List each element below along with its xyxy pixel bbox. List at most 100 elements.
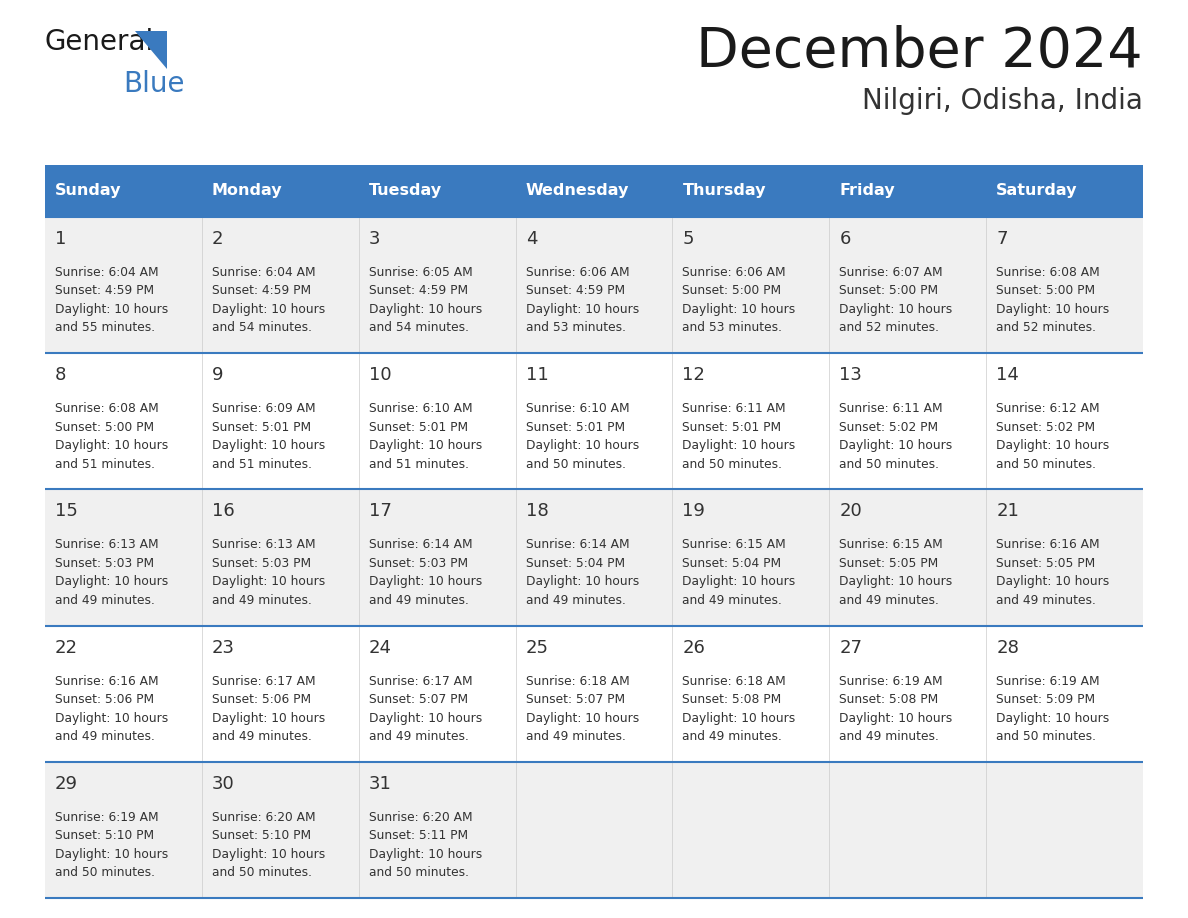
Text: Sunset: 5:00 PM: Sunset: 5:00 PM bbox=[997, 285, 1095, 297]
Text: 27: 27 bbox=[839, 639, 862, 656]
Text: Sunset: 4:59 PM: Sunset: 4:59 PM bbox=[211, 285, 311, 297]
Text: Sunset: 5:03 PM: Sunset: 5:03 PM bbox=[211, 557, 311, 570]
Bar bbox=[45, 217, 1143, 353]
Text: Daylight: 10 hours: Daylight: 10 hours bbox=[211, 576, 326, 588]
Text: Daylight: 10 hours: Daylight: 10 hours bbox=[525, 711, 639, 724]
Text: and 49 minutes.: and 49 minutes. bbox=[55, 730, 154, 743]
Text: Daylight: 10 hours: Daylight: 10 hours bbox=[839, 439, 953, 453]
Text: and 50 minutes.: and 50 minutes. bbox=[211, 867, 312, 879]
Text: Daylight: 10 hours: Daylight: 10 hours bbox=[682, 303, 796, 316]
Text: Sunset: 5:05 PM: Sunset: 5:05 PM bbox=[997, 557, 1095, 570]
Text: 11: 11 bbox=[525, 366, 549, 385]
Text: Sunset: 5:06 PM: Sunset: 5:06 PM bbox=[211, 693, 311, 706]
Bar bbox=[45, 353, 1143, 489]
Text: Daylight: 10 hours: Daylight: 10 hours bbox=[997, 303, 1110, 316]
Text: and 49 minutes.: and 49 minutes. bbox=[55, 594, 154, 607]
Text: 19: 19 bbox=[682, 502, 706, 521]
Text: Daylight: 10 hours: Daylight: 10 hours bbox=[525, 439, 639, 453]
Text: Sunrise: 6:19 AM: Sunrise: 6:19 AM bbox=[839, 675, 943, 688]
Text: 23: 23 bbox=[211, 639, 235, 656]
Text: Daylight: 10 hours: Daylight: 10 hours bbox=[997, 439, 1110, 453]
Text: 13: 13 bbox=[839, 366, 862, 385]
Text: Wednesday: Wednesday bbox=[525, 184, 628, 198]
Text: and 51 minutes.: and 51 minutes. bbox=[368, 458, 469, 471]
Bar bbox=[45, 762, 1143, 898]
Text: Sunset: 4:59 PM: Sunset: 4:59 PM bbox=[55, 285, 154, 297]
Text: 9: 9 bbox=[211, 366, 223, 385]
Text: 16: 16 bbox=[211, 502, 234, 521]
Text: Sunset: 5:03 PM: Sunset: 5:03 PM bbox=[55, 557, 154, 570]
Text: Sunset: 5:09 PM: Sunset: 5:09 PM bbox=[997, 693, 1095, 706]
Text: Sunrise: 6:19 AM: Sunrise: 6:19 AM bbox=[55, 811, 159, 823]
Text: 12: 12 bbox=[682, 366, 706, 385]
Text: and 53 minutes.: and 53 minutes. bbox=[525, 321, 626, 334]
Text: and 49 minutes.: and 49 minutes. bbox=[525, 594, 625, 607]
Text: Sunset: 5:01 PM: Sunset: 5:01 PM bbox=[682, 420, 782, 433]
Text: Daylight: 10 hours: Daylight: 10 hours bbox=[525, 303, 639, 316]
Text: 7: 7 bbox=[997, 230, 1007, 248]
Text: Daylight: 10 hours: Daylight: 10 hours bbox=[839, 303, 953, 316]
Text: and 49 minutes.: and 49 minutes. bbox=[839, 730, 940, 743]
Text: and 49 minutes.: and 49 minutes. bbox=[839, 594, 940, 607]
Text: Sunrise: 6:10 AM: Sunrise: 6:10 AM bbox=[368, 402, 473, 415]
Text: and 50 minutes.: and 50 minutes. bbox=[525, 458, 626, 471]
Text: Daylight: 10 hours: Daylight: 10 hours bbox=[997, 576, 1110, 588]
Text: Blue: Blue bbox=[124, 70, 184, 98]
Text: 28: 28 bbox=[997, 639, 1019, 656]
Text: Sunrise: 6:12 AM: Sunrise: 6:12 AM bbox=[997, 402, 1100, 415]
Text: and 50 minutes.: and 50 minutes. bbox=[997, 458, 1097, 471]
Text: 10: 10 bbox=[368, 366, 391, 385]
Text: Daylight: 10 hours: Daylight: 10 hours bbox=[55, 848, 169, 861]
Text: Sunrise: 6:14 AM: Sunrise: 6:14 AM bbox=[368, 538, 473, 552]
Text: 8: 8 bbox=[55, 366, 67, 385]
Text: 29: 29 bbox=[55, 775, 78, 793]
Text: Sunrise: 6:13 AM: Sunrise: 6:13 AM bbox=[211, 538, 316, 552]
Text: Sunset: 5:02 PM: Sunset: 5:02 PM bbox=[997, 420, 1095, 433]
Text: Daylight: 10 hours: Daylight: 10 hours bbox=[55, 711, 169, 724]
Text: Sunset: 5:06 PM: Sunset: 5:06 PM bbox=[55, 693, 154, 706]
Text: Sunrise: 6:14 AM: Sunrise: 6:14 AM bbox=[525, 538, 630, 552]
Text: Sunrise: 6:18 AM: Sunrise: 6:18 AM bbox=[682, 675, 786, 688]
Text: 4: 4 bbox=[525, 230, 537, 248]
Text: Sunset: 5:08 PM: Sunset: 5:08 PM bbox=[682, 693, 782, 706]
Text: 25: 25 bbox=[525, 639, 549, 656]
Text: Sunrise: 6:15 AM: Sunrise: 6:15 AM bbox=[682, 538, 786, 552]
Text: Sunrise: 6:20 AM: Sunrise: 6:20 AM bbox=[211, 811, 316, 823]
Text: Daylight: 10 hours: Daylight: 10 hours bbox=[55, 303, 169, 316]
Text: Sunrise: 6:18 AM: Sunrise: 6:18 AM bbox=[525, 675, 630, 688]
Text: Sunset: 5:10 PM: Sunset: 5:10 PM bbox=[55, 829, 154, 843]
Text: 22: 22 bbox=[55, 639, 78, 656]
Text: Daylight: 10 hours: Daylight: 10 hours bbox=[55, 439, 169, 453]
Text: 20: 20 bbox=[839, 502, 862, 521]
Text: 5: 5 bbox=[682, 230, 694, 248]
Text: Sunset: 5:00 PM: Sunset: 5:00 PM bbox=[55, 420, 154, 433]
Text: Monday: Monday bbox=[211, 184, 283, 198]
Text: and 50 minutes.: and 50 minutes. bbox=[55, 867, 154, 879]
Text: Sunset: 4:59 PM: Sunset: 4:59 PM bbox=[525, 285, 625, 297]
Text: 3: 3 bbox=[368, 230, 380, 248]
Text: Daylight: 10 hours: Daylight: 10 hours bbox=[368, 848, 482, 861]
Text: Sunrise: 6:08 AM: Sunrise: 6:08 AM bbox=[55, 402, 159, 415]
Text: and 51 minutes.: and 51 minutes. bbox=[211, 458, 312, 471]
Text: Sunset: 5:07 PM: Sunset: 5:07 PM bbox=[525, 693, 625, 706]
Text: 21: 21 bbox=[997, 502, 1019, 521]
Text: Sunset: 5:01 PM: Sunset: 5:01 PM bbox=[211, 420, 311, 433]
Text: Sunrise: 6:16 AM: Sunrise: 6:16 AM bbox=[55, 675, 159, 688]
Text: 30: 30 bbox=[211, 775, 234, 793]
Text: Daylight: 10 hours: Daylight: 10 hours bbox=[368, 439, 482, 453]
Text: 24: 24 bbox=[368, 639, 392, 656]
Text: Thursday: Thursday bbox=[682, 184, 766, 198]
Text: Sunset: 5:01 PM: Sunset: 5:01 PM bbox=[368, 420, 468, 433]
Text: December 2024: December 2024 bbox=[696, 25, 1143, 79]
Text: Sunrise: 6:17 AM: Sunrise: 6:17 AM bbox=[211, 675, 316, 688]
Polygon shape bbox=[135, 31, 168, 69]
Text: Nilgiri, Odisha, India: Nilgiri, Odisha, India bbox=[862, 87, 1143, 115]
Text: and 49 minutes.: and 49 minutes. bbox=[997, 594, 1097, 607]
Text: Sunset: 5:05 PM: Sunset: 5:05 PM bbox=[839, 557, 939, 570]
Text: Sunset: 5:07 PM: Sunset: 5:07 PM bbox=[368, 693, 468, 706]
Text: and 50 minutes.: and 50 minutes. bbox=[682, 458, 783, 471]
Text: 2: 2 bbox=[211, 230, 223, 248]
Text: 26: 26 bbox=[682, 639, 706, 656]
Text: Sunrise: 6:05 AM: Sunrise: 6:05 AM bbox=[368, 266, 473, 279]
Text: Sunset: 5:00 PM: Sunset: 5:00 PM bbox=[839, 285, 939, 297]
